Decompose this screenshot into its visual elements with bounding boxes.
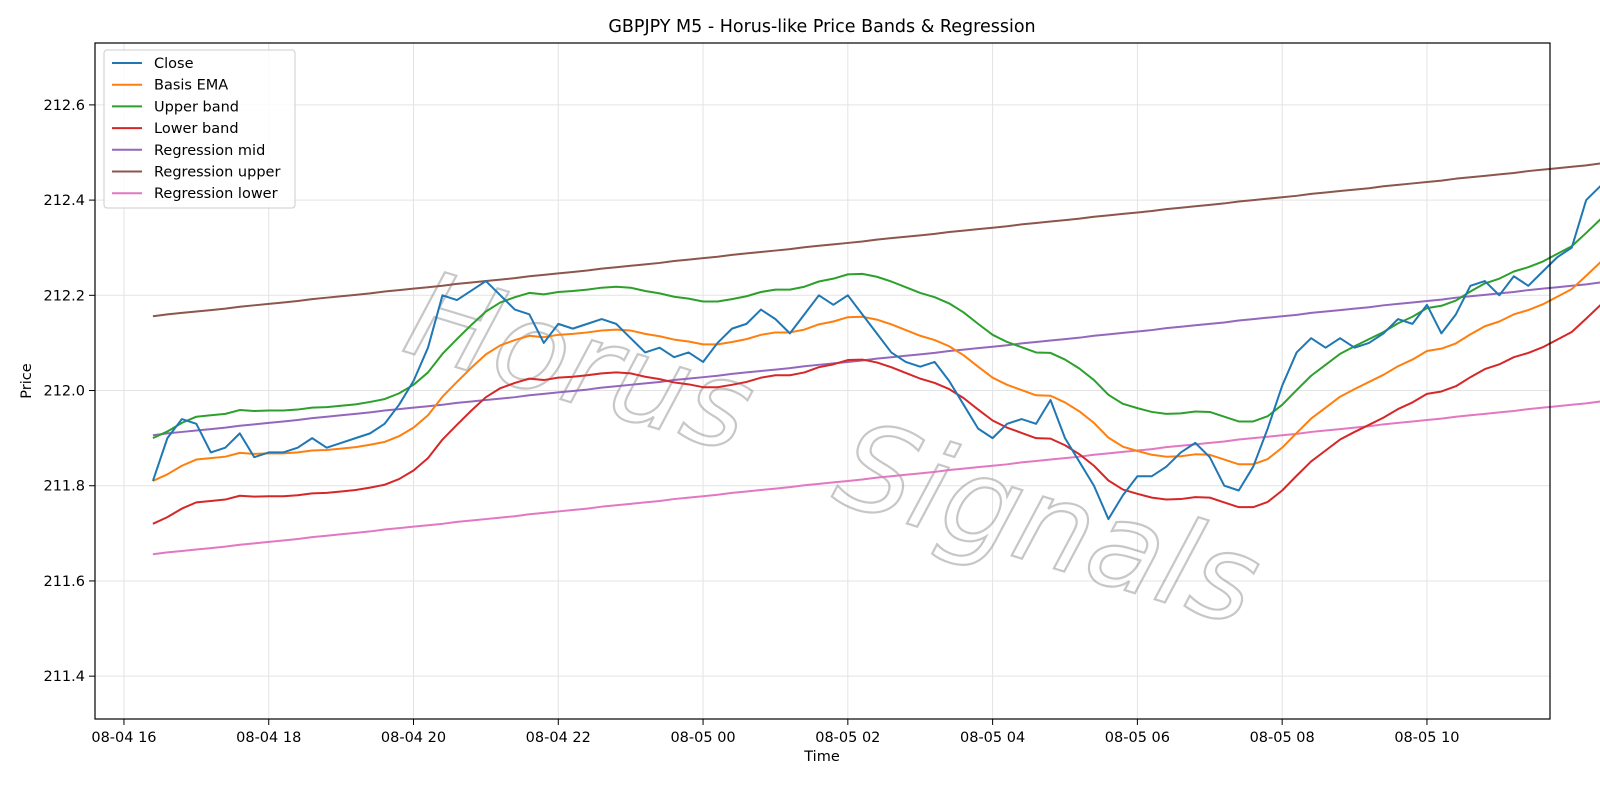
- series-line-close: [151, 185, 1600, 521]
- legend-label: Basis EMA: [154, 78, 228, 94]
- chart-title: GBPJPY M5 - Horus-like Price Bands & Reg…: [608, 17, 1035, 37]
- x-tick-label: 08-05 10: [1394, 730, 1459, 746]
- legend-box: [103, 49, 296, 209]
- plot-frame: [94, 42, 1551, 720]
- x-tick-label: 08-05 02: [815, 730, 880, 746]
- legend-label: Lower band: [154, 121, 239, 137]
- y-tick-label: 212.4: [43, 193, 85, 209]
- series-line-regression-lower: [152, 400, 1600, 556]
- x-tick-label: 08-04 16: [91, 730, 156, 746]
- legend-label: Regression upper: [154, 165, 280, 181]
- y-tick-label: 212.0: [43, 384, 85, 400]
- series-layer: [151, 162, 1600, 556]
- grid: [95, 43, 1550, 719]
- y-tick-label: 211.6: [43, 574, 85, 590]
- legend: Close Basis EMA Upper band Lower band Regres…: [103, 49, 296, 209]
- series-line-lower-band: [152, 304, 1600, 525]
- x-tick-label: 08-05 06: [1105, 730, 1170, 746]
- x-tick-label: 08-04 18: [236, 730, 301, 746]
- series-line-upper-band: [152, 218, 1600, 440]
- watermark-text: Horus: [392, 245, 769, 481]
- watermark-text: Signals: [822, 395, 1275, 654]
- y-axis-label: Price: [19, 363, 35, 398]
- y-tick-label: 211.4: [43, 669, 85, 685]
- y-tick-label: 212.6: [43, 98, 85, 114]
- x-tick-label: 08-05 08: [1250, 730, 1315, 746]
- legend-label: Close: [154, 56, 194, 72]
- legend-label: Upper band: [154, 99, 239, 115]
- x-tick-label: 08-04 22: [526, 730, 591, 746]
- x-tick-label: 08-05 00: [670, 730, 735, 746]
- series-line-regression-mid: [152, 281, 1600, 437]
- y-tick-label: 211.8: [43, 479, 85, 495]
- y-axis: 211.4 211.6 211.8 212.0 212.2 212.4 212.6: [43, 98, 95, 685]
- y-tick-label: 212.2: [43, 288, 85, 304]
- x-axis-label: Time: [803, 749, 840, 765]
- x-axis: 08-04 16 08-04 18 08-04 20 08-04 22 08-05 00…: [91, 719, 1460, 746]
- legend-label: Regression mid: [154, 143, 265, 159]
- legend-label: Regression lower: [154, 186, 278, 202]
- x-tick-label: 08-04 20: [381, 730, 446, 746]
- series-line-basis-ema: [152, 261, 1600, 482]
- series-line-regression-upper: [152, 162, 1600, 318]
- x-tick-label: 08-05 04: [960, 730, 1025, 746]
